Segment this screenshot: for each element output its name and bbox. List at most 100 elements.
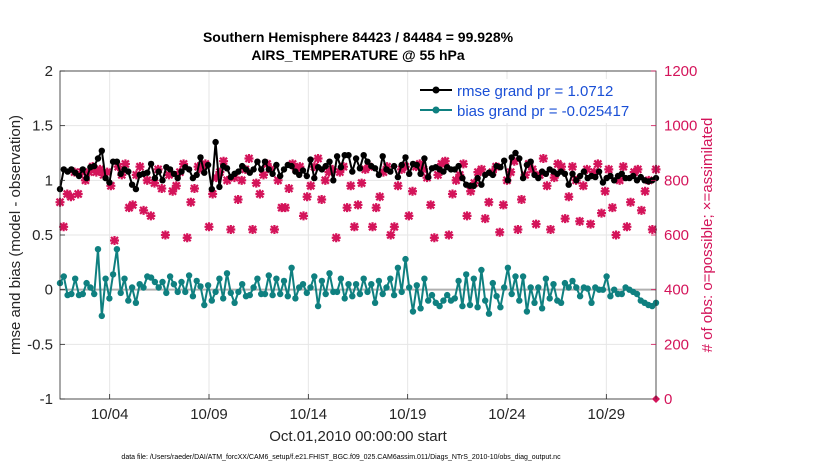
rmse-point [406, 170, 413, 177]
obs-point [520, 170, 530, 180]
bias-point [246, 291, 253, 299]
y-tick-label-left: 2 [45, 63, 53, 80]
obs-point [378, 167, 388, 177]
bias-point [508, 290, 515, 298]
bias-point [288, 264, 295, 271]
rmse-point [174, 174, 181, 182]
bias-point [155, 284, 162, 291]
rmse-point [504, 177, 512, 184]
y-tick-label-left: -1 [40, 391, 53, 408]
bias-point [489, 279, 496, 287]
obs-point [557, 162, 567, 172]
chart-title-line2: AIRS_TEMPERATURE @ 55 hPa [251, 47, 465, 63]
rmse-point [299, 167, 307, 174]
bias-point [565, 284, 572, 291]
obs-point [211, 173, 221, 183]
rmse-point [501, 157, 508, 164]
bias-point [485, 310, 493, 317]
rmse-point [94, 155, 102, 162]
obs-point [607, 203, 617, 213]
obs-point [237, 175, 247, 185]
bias-point [603, 273, 610, 280]
obs-point [564, 192, 574, 202]
obs-point [429, 233, 439, 243]
rmse-point [144, 169, 151, 176]
obs-point [400, 162, 410, 172]
bias-point [220, 295, 227, 302]
rmse-point [311, 174, 318, 182]
rmse-point [204, 161, 212, 169]
bias-point [421, 275, 428, 282]
bias-point [512, 273, 519, 280]
rmse-point [599, 179, 607, 186]
rmse-point [349, 168, 356, 175]
bias-point [121, 275, 128, 282]
bias-point [349, 293, 356, 300]
bias-point [277, 290, 284, 298]
rmse-point [326, 158, 333, 165]
obs-point [447, 189, 457, 199]
bias-point [326, 270, 333, 277]
obs-point [353, 200, 363, 210]
bias-point [117, 289, 124, 297]
obs-point [513, 225, 523, 235]
obs-point [131, 170, 141, 180]
rmse-point [489, 171, 496, 179]
obs-point [189, 184, 199, 194]
rmse-point [508, 154, 515, 161]
rmse-point [212, 138, 219, 146]
obs-point [280, 203, 290, 213]
bias-point [83, 279, 90, 287]
bias-point [68, 290, 75, 298]
bias-point [455, 277, 462, 285]
bias-point [402, 255, 409, 263]
rmse-point [337, 164, 345, 171]
rmse-point [527, 158, 534, 165]
bias-point [94, 246, 102, 253]
rmse-point [519, 174, 527, 182]
bias-point [398, 288, 405, 296]
rmse-point [516, 155, 523, 162]
obs-point [95, 164, 105, 174]
bias-point [519, 273, 527, 280]
bias-point [588, 299, 595, 306]
obs-point [622, 222, 632, 232]
rmse-point [159, 177, 166, 184]
obs-point [317, 194, 327, 204]
rmse-point [417, 170, 424, 177]
rmse-point [193, 171, 200, 179]
obs-point [328, 164, 338, 174]
obs-point [567, 162, 577, 172]
rmse-point [561, 170, 569, 177]
bias-point [523, 308, 531, 315]
x-tick-label: 10/04 [91, 406, 129, 423]
bias-point [128, 284, 136, 291]
rmse-point [201, 169, 208, 176]
rmse-point [394, 173, 402, 181]
rmse-point [113, 158, 121, 165]
bias-point [163, 289, 170, 297]
rmse-point [470, 182, 477, 189]
bias-point [394, 264, 402, 271]
bias-point [125, 297, 132, 304]
bias-point [201, 301, 208, 309]
bias-point [459, 302, 466, 310]
obs-point [120, 159, 130, 169]
bias-point [109, 271, 117, 278]
rmse-point [106, 179, 113, 186]
bias-point [470, 275, 477, 282]
bias-point [428, 291, 436, 299]
y-tick-label-right: 1000 [664, 118, 697, 135]
bias-point [333, 288, 341, 296]
bias-point [87, 284, 94, 291]
rmse-point [235, 168, 242, 175]
obs-point [538, 153, 548, 163]
bias-point [356, 290, 364, 298]
bias-point [633, 290, 641, 298]
obs-point [466, 186, 476, 196]
rmse-point [618, 170, 625, 177]
bias-point [542, 275, 550, 282]
obs-point [368, 222, 378, 232]
obs-point [168, 186, 178, 196]
obs-point [73, 189, 83, 199]
